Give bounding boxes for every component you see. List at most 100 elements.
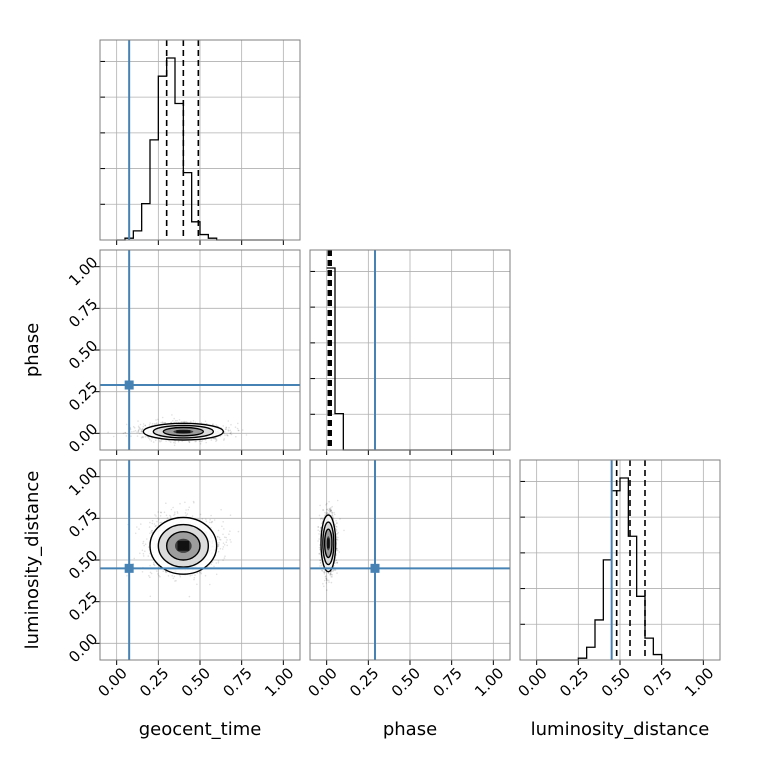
x-tick-label: 0.25 [556, 664, 592, 700]
sample-point [147, 546, 150, 548]
sample-point [329, 509, 331, 511]
sample-point [335, 519, 337, 522]
sample-point [134, 532, 137, 535]
sample-point [323, 572, 326, 575]
sample-point [228, 533, 230, 535]
sample-point [141, 549, 144, 552]
sample-point [230, 433, 233, 436]
sample-point [188, 441, 191, 444]
sample-point [149, 422, 151, 424]
sample-point [215, 573, 218, 576]
sample-point [335, 559, 338, 562]
sample-point [137, 430, 140, 432]
sample-point [333, 513, 336, 516]
x-tick-label: 0.75 [639, 664, 675, 700]
peak-mark [327, 538, 330, 549]
sample-point [222, 533, 224, 536]
sample-point [124, 431, 126, 434]
sample-point [330, 576, 333, 578]
sample-point [169, 514, 171, 517]
sample-point [217, 535, 219, 538]
sample-point [219, 547, 222, 550]
sample-point [214, 438, 217, 440]
sample-point [188, 595, 191, 598]
sample-point [317, 526, 320, 528]
x-tick-label: 0.00 [304, 664, 340, 700]
sample-point [222, 521, 224, 523]
sample-point [149, 521, 151, 524]
sample-point [329, 508, 331, 511]
sample-point [191, 574, 193, 576]
sample-point [319, 518, 322, 520]
sample-point [234, 426, 237, 429]
sample-point [319, 504, 321, 507]
sample-point [326, 502, 328, 505]
sample-point [331, 505, 334, 508]
panel-frame [99, 39, 301, 241]
sample-point [209, 583, 211, 586]
sample-point [212, 423, 214, 425]
sample-point [335, 528, 338, 531]
x-tick-label: 1.00 [681, 664, 717, 700]
sample-point [228, 426, 230, 429]
sample-point [229, 432, 232, 435]
sample-point [139, 432, 141, 435]
sample-point [160, 440, 163, 442]
sample-point [209, 518, 211, 521]
sample-point [153, 563, 155, 565]
sample-point [140, 429, 143, 432]
sample-point [330, 571, 333, 573]
sample-point [318, 514, 321, 517]
sample-point [317, 529, 320, 531]
sample-point [327, 512, 329, 515]
sample-point [139, 427, 141, 429]
sample-point [159, 440, 161, 443]
sample-point [332, 516, 335, 519]
sample-point [335, 559, 337, 561]
sample-point [213, 437, 215, 440]
sample-point [139, 552, 141, 555]
panel-frame [99, 249, 301, 451]
sample-point [317, 540, 319, 542]
sample-point [217, 545, 219, 548]
sample-point [186, 513, 189, 515]
sample-point [195, 440, 197, 443]
sample-point [210, 521, 213, 524]
sample-point [160, 421, 162, 424]
sample-point [336, 522, 338, 524]
sample-point [176, 511, 179, 513]
sample-point [152, 441, 155, 443]
sample-point [193, 578, 195, 581]
sample-point [330, 507, 332, 509]
sample-point [139, 423, 142, 426]
sample-point [224, 428, 227, 431]
sample-point [151, 519, 154, 522]
sample-point [160, 511, 162, 514]
sample-point [172, 577, 175, 580]
sample-point [226, 434, 228, 436]
sample-point [227, 435, 229, 437]
x-tick-label: 0.25 [136, 664, 172, 700]
sample-point [226, 544, 228, 547]
x-axis-label-phase: phase [383, 719, 437, 740]
sample-point [187, 508, 190, 511]
contour-line [322, 521, 335, 566]
x-tick-label: 0.75 [219, 664, 255, 700]
sample-point [238, 429, 240, 432]
y-tick-label: 0.50 [65, 547, 101, 583]
sample-point [157, 517, 159, 519]
sample-point [318, 546, 321, 549]
sample-point [163, 511, 166, 514]
x-tick-label: 0.50 [178, 664, 214, 700]
sample-point [210, 514, 212, 517]
sample-point [173, 444, 176, 447]
sample-point [335, 549, 338, 552]
sample-point [324, 513, 327, 516]
sample-point [161, 416, 164, 419]
peak-mark [176, 430, 191, 434]
sample-point [176, 512, 179, 514]
panel-frame [309, 459, 511, 661]
sample-point [205, 520, 208, 523]
sample-point [176, 419, 178, 422]
